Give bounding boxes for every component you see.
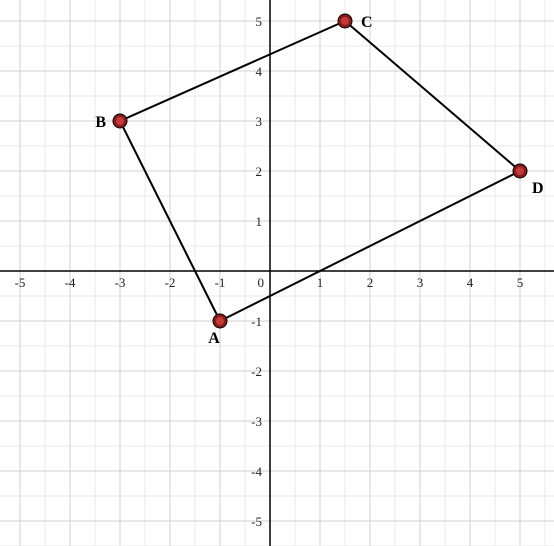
coordinate-plot: -5 -4 -3 -2 -1 0 1 2 3 4 5 -5 -4 -3 -2 -1 1 2 3 4 5 A B C D — [0, 0, 554, 546]
point-label: D — [532, 180, 544, 197]
y-tick-label: 3 — [256, 114, 263, 129]
point-label: C — [361, 14, 373, 31]
point-marker-inner — [116, 117, 124, 125]
point-label: B — [95, 114, 106, 131]
y-tick-label: -2 — [251, 364, 262, 379]
point-marker-inner — [516, 167, 524, 175]
y-tick-label: -3 — [251, 414, 262, 429]
x-tick-label: -3 — [115, 275, 126, 290]
y-tick-label: 1 — [256, 214, 263, 229]
x-tick-label: -2 — [165, 275, 176, 290]
x-tick-label: -1 — [215, 275, 226, 290]
point-marker-inner — [216, 317, 224, 325]
y-tick-label: 2 — [256, 164, 263, 179]
x-tick-label: -4 — [65, 275, 76, 290]
x-tick-label: 3 — [417, 275, 424, 290]
x-tick-label: 5 — [517, 275, 524, 290]
x-tick-label: 0 — [258, 275, 265, 290]
point-label: A — [208, 330, 220, 347]
x-tick-label: -5 — [15, 275, 26, 290]
point-marker-inner — [341, 17, 349, 25]
y-tick-label: -4 — [251, 464, 262, 479]
y-tick-label: -5 — [251, 514, 262, 529]
y-tick-label: 4 — [256, 64, 263, 79]
y-tick-label: -1 — [251, 314, 262, 329]
x-tick-label: 1 — [317, 275, 324, 290]
y-tick-label: 5 — [256, 14, 263, 29]
x-tick-label: 2 — [367, 275, 374, 290]
x-tick-label: 4 — [467, 275, 474, 290]
